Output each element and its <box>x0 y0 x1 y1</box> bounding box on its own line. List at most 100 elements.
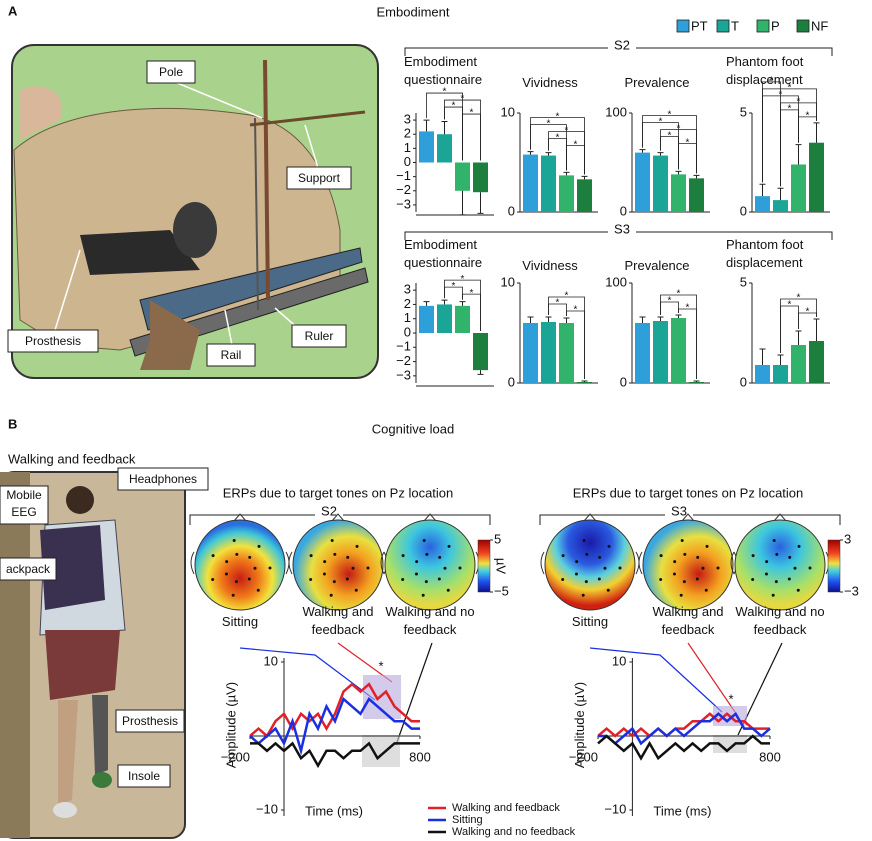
error-bar <box>693 380 700 382</box>
electrode <box>561 554 565 558</box>
photo-label: Prosthesis <box>24 334 82 348</box>
electrode <box>679 593 683 597</box>
colorbar-tick-label: 3 <box>844 531 851 546</box>
chart-title: Embodiment questionnaire <box>404 54 483 87</box>
bar <box>473 333 488 371</box>
electrode <box>607 544 611 548</box>
significance-bracket <box>530 117 585 175</box>
electrode <box>256 588 260 592</box>
significance-label: * <box>668 130 672 141</box>
bar <box>653 321 668 383</box>
legend-swatch <box>756 19 770 33</box>
bar <box>419 131 434 163</box>
photo-label: Rail <box>220 348 242 362</box>
legend-label: T <box>731 18 739 33</box>
colorbar <box>827 539 841 593</box>
topomap <box>642 519 734 611</box>
significance-label: * <box>452 281 456 292</box>
error-bar <box>759 183 766 197</box>
section-title: Cognitive load <box>372 421 454 436</box>
bar <box>523 154 538 212</box>
bar <box>809 341 824 383</box>
legend-label: Walking and no feedback <box>452 826 576 838</box>
electrode <box>354 588 358 592</box>
bar <box>455 305 470 333</box>
topomap <box>734 519 826 611</box>
electrode <box>672 572 676 576</box>
bar <box>773 200 788 212</box>
y-tick-label: 3 <box>404 282 411 297</box>
label-box <box>7 329 99 353</box>
electrode <box>438 555 442 559</box>
electrode <box>425 552 429 556</box>
chart-title: Prevalence <box>624 258 690 273</box>
error-bar <box>795 330 802 345</box>
photo-label: Ruler <box>304 329 334 343</box>
electrode <box>414 572 418 576</box>
window-shade <box>713 735 747 753</box>
error-bar <box>657 316 664 321</box>
error-bar <box>527 151 534 155</box>
electrode <box>581 593 585 597</box>
legend-label: NF <box>811 18 828 33</box>
significance-label: * <box>677 289 681 300</box>
photo-label: Headphones <box>128 472 198 486</box>
label-box <box>291 324 347 348</box>
erp-line <box>249 696 420 756</box>
significance-label: * <box>556 111 560 122</box>
bar <box>809 142 824 212</box>
condition-label: Walking and no feedback <box>385 604 475 637</box>
y-tick-label: 5 <box>740 274 747 289</box>
chart-title: Phantom foot displacement <box>726 54 804 87</box>
electrode <box>355 544 359 548</box>
error-bar <box>759 348 766 365</box>
y-tick-label: 0 <box>740 203 747 218</box>
bar <box>653 155 668 212</box>
error-bar <box>657 152 664 156</box>
error-bar <box>545 152 552 156</box>
bar <box>541 155 556 212</box>
label-box <box>0 485 49 525</box>
bar <box>523 323 538 383</box>
chart-title: Vividness <box>522 258 578 273</box>
bar <box>437 304 452 333</box>
electrode <box>443 566 447 570</box>
electrode <box>401 578 405 582</box>
condition-label: Walking and feedback <box>652 604 724 637</box>
chart-title: Prevalence <box>624 75 690 90</box>
legend-label: PT <box>691 18 708 33</box>
significance-label: * <box>806 111 810 122</box>
y-tick-label: −10 <box>604 801 626 816</box>
error-bar <box>563 171 570 176</box>
label-box <box>117 764 171 788</box>
y-tick-label: 1 <box>404 140 411 155</box>
bar <box>635 152 650 212</box>
y-tick-label: 0 <box>620 203 627 218</box>
error-bar <box>639 316 646 323</box>
photo-setup <box>11 44 379 379</box>
photo-label: Insole <box>127 769 161 783</box>
photo-label: ackpack <box>5 562 51 576</box>
x-tick-label: 800 <box>759 749 781 764</box>
significance-bracket <box>660 294 697 379</box>
erp-line <box>598 711 771 746</box>
electrode <box>751 578 755 582</box>
electrode <box>618 566 622 570</box>
error-bar <box>527 316 534 323</box>
y-tick-label: 0 <box>740 374 747 389</box>
electrode <box>253 566 257 570</box>
electrode <box>211 554 215 558</box>
bar <box>689 382 704 383</box>
error-bar <box>477 370 484 375</box>
electrode <box>796 588 800 592</box>
electrode <box>351 566 355 570</box>
electrode <box>808 566 812 570</box>
photo-label: Pole <box>158 65 184 79</box>
electrode <box>695 577 699 581</box>
y-tick-label: 3 <box>404 112 411 127</box>
error-bar <box>563 317 570 323</box>
condition-label: Sitting <box>221 614 259 629</box>
bar <box>577 382 592 383</box>
significance-label: * <box>556 298 560 309</box>
electrode <box>415 560 419 564</box>
